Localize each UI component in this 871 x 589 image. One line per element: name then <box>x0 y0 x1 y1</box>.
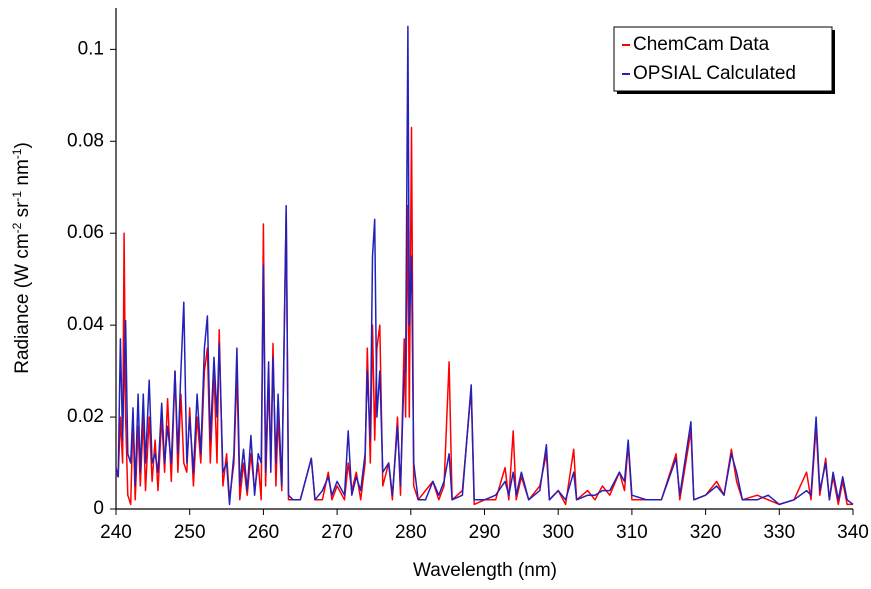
y-label-part: -1 <box>10 191 24 202</box>
series-line <box>115 126 853 506</box>
y-label-part: nm <box>12 159 33 191</box>
x-tick-label: 250 <box>174 522 206 543</box>
legend-box <box>613 26 833 92</box>
y-tick-label: 0.08 <box>67 130 104 151</box>
y-tick-label: 0.06 <box>67 222 104 243</box>
y-tick-label: 0.02 <box>67 406 104 427</box>
y-label-part: -2 <box>10 222 24 233</box>
series-line <box>115 25 854 506</box>
x-tick-label: 280 <box>395 522 427 543</box>
x-tick-label: 320 <box>690 522 722 543</box>
x-tick-label: 260 <box>248 522 280 543</box>
y-label-part: Radiance (W cm <box>12 233 33 373</box>
y-label-part: -1 <box>10 148 24 159</box>
y-tick-label: 0 <box>93 498 104 519</box>
x-axis-label: Wavelength (nm) <box>413 560 557 581</box>
y-axis-label: Radiance (W cm-2 sr-1 nm-1) <box>10 142 33 374</box>
x-tick-label: 270 <box>321 522 353 543</box>
x-tick-label: 340 <box>837 522 869 543</box>
legend-label: OPSIAL Calculated <box>633 63 796 84</box>
y-label-part: ) <box>12 142 33 148</box>
x-tick-label: 330 <box>763 522 795 543</box>
y-tick-label: 0.1 <box>78 38 104 59</box>
x-tick-label: 290 <box>469 522 501 543</box>
x-tick-label: 300 <box>542 522 574 543</box>
legend-label: ChemCam Data <box>633 34 770 55</box>
y-tick-label: 0.04 <box>67 314 104 335</box>
x-tick-label: 240 <box>100 522 132 543</box>
x-tick-label: 310 <box>616 522 648 543</box>
y-label-part: sr <box>12 201 33 223</box>
